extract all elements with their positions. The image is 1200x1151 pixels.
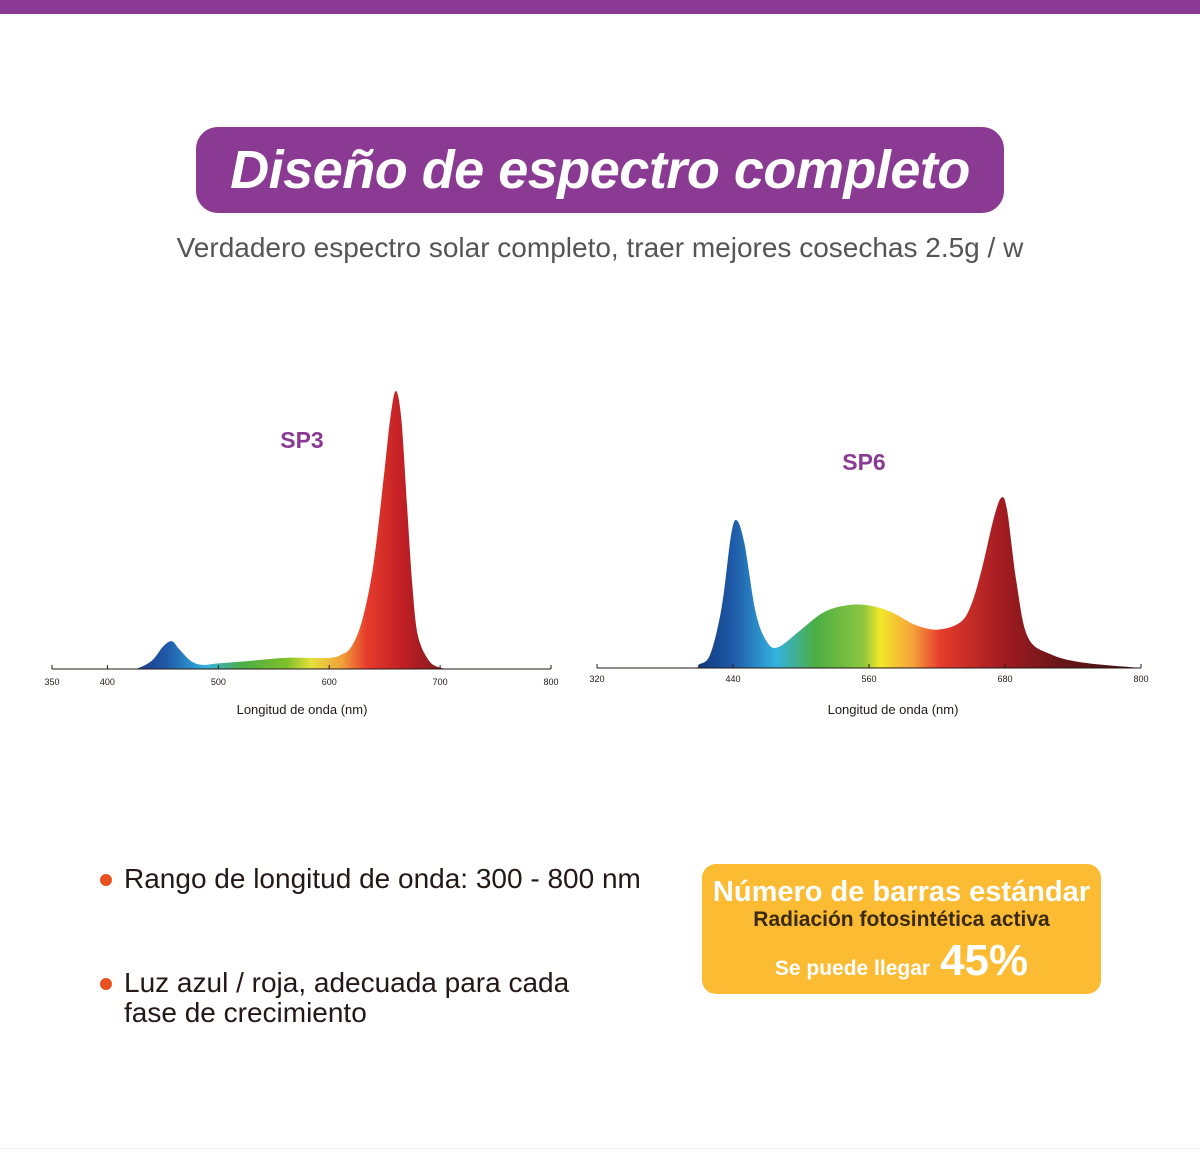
x-tick-label: 700 (433, 677, 448, 687)
x-tick-label: 800 (543, 677, 558, 687)
x-axis-label: Longitud de onda (nm) (237, 702, 368, 717)
x-tick-label: 600 (322, 677, 337, 687)
spectrum-charts: 350 400 500 600 700 800 SP3 Longitud de onda (n… (44, 391, 1149, 717)
badge-value-row: Se puede llegar 45% (702, 936, 1101, 986)
bullet-dot-icon (100, 978, 112, 990)
chart-title: SP6 (842, 449, 885, 475)
x-axis-label: Longitud de onda (nm) (828, 702, 959, 717)
bullet-blue-red-light: Luz azul / roja, adecuada para cada fase… (100, 968, 569, 1028)
x-tick-label: 500 (211, 677, 226, 687)
bullet-text: Rango de longitud de onda: 300 - 800 nm (124, 863, 641, 894)
bullet-dot-icon (100, 874, 112, 886)
x-tick-label: 320 (589, 674, 604, 684)
x-tick-label: 400 (100, 677, 115, 687)
spectrum-area (597, 497, 1141, 668)
bottom-divider (0, 1148, 1200, 1149)
sp6-chart: 320 440 560 680 800 SP6 Longitud de onda (nm) (589, 449, 1148, 717)
x-tick-label: 800 (1133, 674, 1148, 684)
badge-title: Número de barras estándar (712, 876, 1091, 908)
page-title: Diseño de espectro completo (230, 140, 970, 200)
chart-title: SP3 (280, 427, 323, 453)
page-subtitle: Verdadero espectro solar completo, traer… (176, 232, 1024, 263)
x-tick-label: 440 (725, 674, 740, 684)
bullet-wavelength-range: Rango de longitud de onda: 300 - 800 nm (100, 864, 641, 894)
par-badge: Número de barras estándar Radiación foto… (702, 864, 1101, 994)
title-banner: Diseño de espectro completo (196, 127, 1004, 213)
x-tick-label: 350 (44, 677, 59, 687)
sp3-chart: 350 400 500 600 700 800 SP3 Longitud de onda (n… (44, 391, 559, 717)
top-accent-bar (0, 0, 1200, 14)
x-tick-label: 560 (861, 674, 876, 684)
x-tick-label: 680 (997, 674, 1012, 684)
bullet-text: Luz azul / roja, adecuada para cada fase… (124, 967, 570, 1028)
badge-lead-text: Se puede llegar (774, 957, 931, 980)
badge-subtitle: Radiación fotosintética activa (753, 908, 1050, 931)
badge-percent: 45% (940, 936, 1029, 985)
